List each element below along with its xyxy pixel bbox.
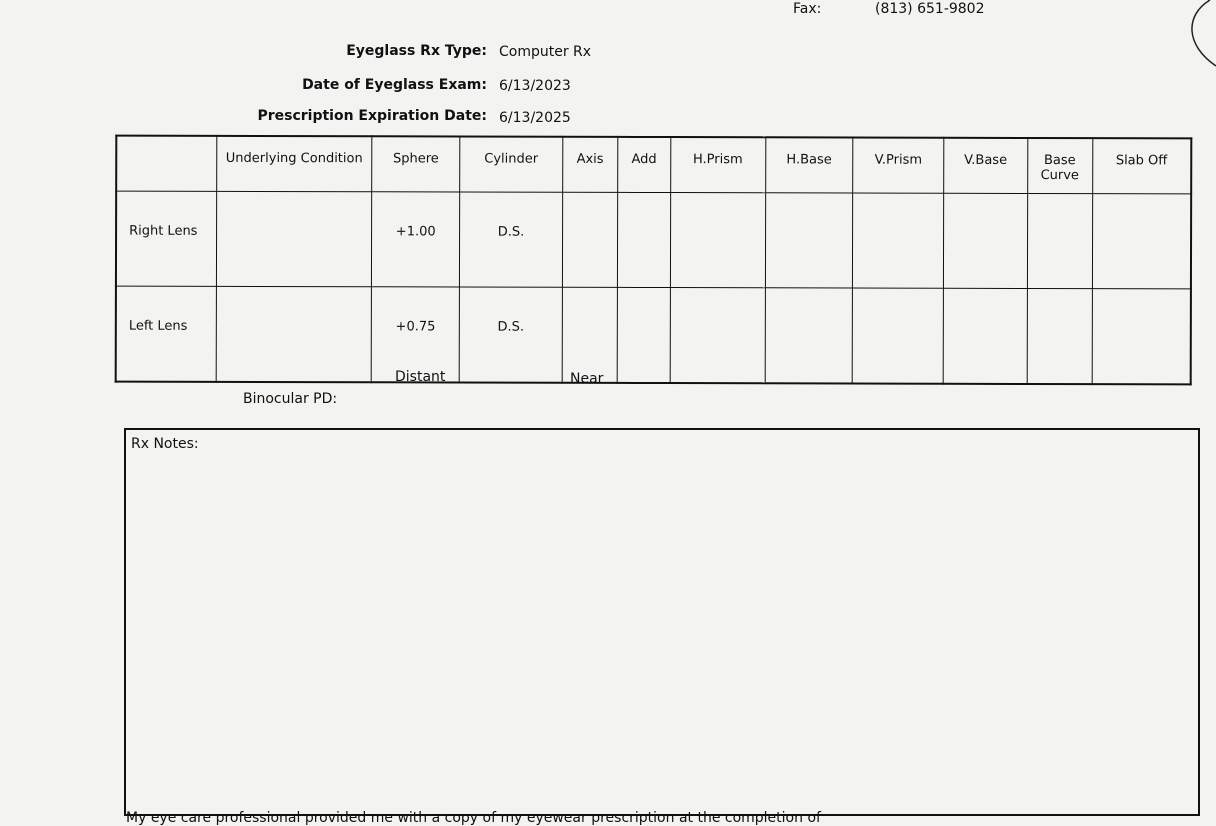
header-cell: V.Base bbox=[943, 137, 1028, 194]
header-cell: V.Prism bbox=[852, 137, 944, 194]
exam-date-value: 6/13/2023 bbox=[499, 78, 571, 94]
fax-value: (813) 651-9802 bbox=[875, 1, 985, 17]
header-cell bbox=[116, 135, 217, 192]
header-cell: Base Curve bbox=[1027, 137, 1093, 194]
cell bbox=[617, 287, 670, 384]
cell bbox=[561, 287, 618, 383]
cell bbox=[943, 193, 1028, 289]
footer-text: My eye care professional provided me wit… bbox=[126, 810, 821, 826]
rx-type-label: Eyeglass Rx Type: bbox=[346, 43, 487, 59]
cell bbox=[617, 192, 671, 288]
cell bbox=[561, 192, 618, 288]
cell bbox=[216, 191, 372, 287]
header-cell: Slab Off bbox=[1092, 138, 1192, 194]
cell bbox=[765, 192, 853, 289]
rx-type-value: Computer Rx bbox=[499, 44, 592, 60]
fax-label: Fax: bbox=[793, 1, 822, 17]
prescription-table: Underlying Condition Sphere Cylinder Axi… bbox=[114, 134, 1193, 386]
pd-distant-label: Distant bbox=[395, 369, 446, 385]
cell: Left Lens bbox=[115, 286, 217, 382]
binocular-pd-label: Binocular PD: bbox=[243, 391, 338, 407]
cell: +1.00 bbox=[371, 191, 460, 287]
table-header-row: Underlying Condition Sphere Cylinder Axi… bbox=[116, 135, 1192, 194]
header-cell: Sphere bbox=[371, 136, 461, 192]
table-row-right-lens: Right Lens +1.00 D.S. bbox=[115, 191, 1192, 289]
header-cell: H.Base bbox=[765, 137, 853, 194]
cell: D.S. bbox=[459, 191, 563, 288]
cell bbox=[669, 192, 766, 288]
header-cell: Underlying Condition bbox=[216, 135, 372, 192]
cell bbox=[1091, 193, 1192, 289]
cell bbox=[943, 288, 1027, 384]
cell bbox=[852, 288, 944, 384]
expiration-label: Prescription Expiration Date: bbox=[257, 108, 487, 124]
header-cell: Cylinder bbox=[459, 136, 563, 193]
cell bbox=[764, 287, 853, 384]
rx-notes-box: Rx Notes: bbox=[124, 428, 1200, 816]
cell: Right Lens bbox=[115, 191, 217, 287]
rx-notes-label: Rx Notes: bbox=[131, 436, 199, 452]
cell bbox=[216, 286, 372, 383]
cell bbox=[1026, 288, 1092, 385]
pd-near-label: Near bbox=[570, 371, 604, 387]
cell bbox=[1091, 288, 1191, 385]
header-cell: Axis bbox=[562, 136, 618, 193]
pen-mark-icon bbox=[1191, 0, 1216, 67]
cell bbox=[669, 287, 766, 384]
cell: D.S. bbox=[459, 286, 562, 383]
cell bbox=[852, 193, 944, 289]
expiration-value: 6/13/2025 bbox=[499, 110, 571, 126]
header-cell: Add bbox=[617, 136, 671, 193]
exam-date-label: Date of Eyeglass Exam: bbox=[302, 77, 487, 93]
table-row-left-lens: Left Lens +0.75 D.S. bbox=[115, 286, 1191, 385]
header-cell: H.Prism bbox=[670, 137, 766, 193]
cell bbox=[1026, 193, 1093, 289]
